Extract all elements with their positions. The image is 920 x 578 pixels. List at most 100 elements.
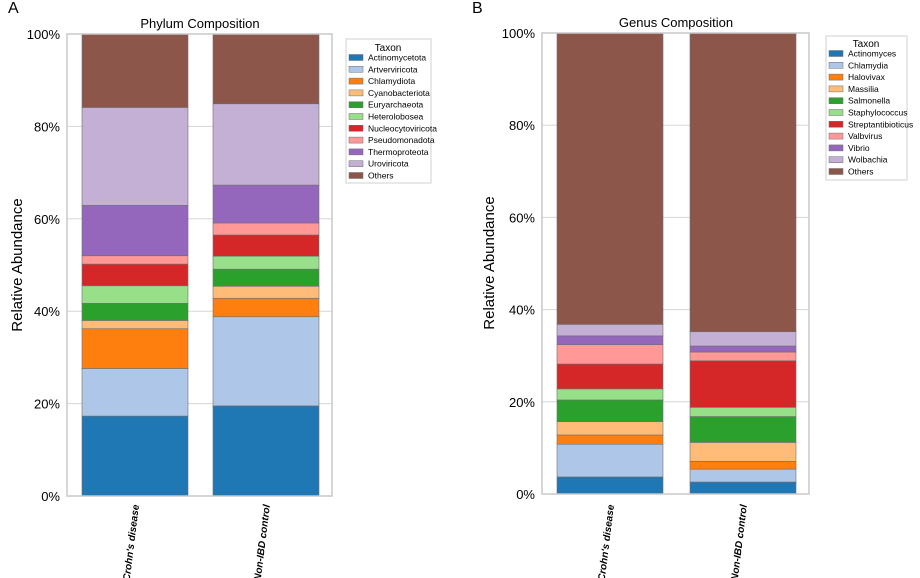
panel-b-legend-swatch [828,132,844,140]
panel-b-bar-crohn-s-disease-streptantibioticus [556,363,664,390]
panel-b-legend-label: Chlamydia [848,60,888,70]
panel-a-legend-label: Heterolobosea [368,112,424,122]
panel-a-bar-non-ibd-control-nucleocytoviricota [212,234,320,257]
panel-a-y-tick-label: 100% [27,27,61,42]
panel-a-bar-non-ibd-control-actinomycetota [212,405,320,497]
panel-a-bar-crohn-s-disease-cyanobacteriota [81,320,189,330]
panel-b-y-tick-label: 60% [509,210,535,225]
panel-a-legend-swatch [348,136,364,144]
panel-a-bar-non-ibd-control-pseudomonadota [212,222,320,236]
panel-b-bar-non-ibd-control-halovivax [689,460,797,470]
panel-a-bar-non-ibd-control-cyanobacteriota [212,285,320,299]
panel-b-bar-crohn-s-disease-actinomyces [556,476,664,495]
panel-b-legend-label: Staphylococcus [848,108,908,118]
panel-b-bar-non-ibd-control-chlamydia [689,468,797,483]
panel-a: A Phylum Composition Relative Abundance … [8,0,437,578]
panel-a-y-tick-label: 0% [41,489,60,504]
panel-b-letter: B [472,0,483,17]
panel-a-legend-swatch [348,148,364,156]
panel-b-legend-box [825,35,908,181]
panel-b-y-tick-label: 40% [509,303,535,318]
panel-b-bar-crohn-s-disease-vibrio [556,335,664,345]
panel-b-y-tick-label: 80% [509,118,535,133]
panel-a-legend-swatch [348,160,364,167]
panel-a-legend-swatch [348,77,364,85]
panel-a-legend-label: Actinomycetota [368,53,426,63]
panel-a-legend-label: Chlamydiota [368,76,416,86]
panel-a-y-axis-label: Relative Abundance [9,198,26,331]
panel-a-legend-swatch [348,172,364,179]
panel-a-legend-swatch [348,101,364,108]
panel-b-legend-title: Taxon [853,39,880,50]
panel-b-legend-swatch [828,73,844,81]
panel-b-bar-non-ibd-control-streptantibioticus [689,360,797,408]
panel-a-legend-swatch [348,66,364,73]
panel-b-legend-label: Streptantibioticus [848,119,913,129]
panel-b-legend-swatch [828,85,844,93]
panel-a-legend-label: Uroviricota [368,159,409,169]
panel-b-bar-crohn-s-disease-massilia [556,421,664,436]
panel-a-legend-label: Artverviricota [368,64,418,74]
panel-b-x-categories: Crohn's disease Non-IBD control [597,504,750,578]
panel-b-bar-non-ibd-control-vibrio [689,345,797,353]
panel-a-legend-label: Thermoproteota [368,147,429,157]
panel-b-bar-non-ibd-control-wolbachia [689,331,797,347]
panel-b-legend-label: Others [848,167,874,177]
panel-b-legend-swatch [828,109,844,116]
panel-a-legend-label: Cyanobacteriota [368,88,430,98]
panel-b-y-tick-label: 20% [509,395,535,410]
panel-a-legend-swatch [348,54,364,61]
panel-b-x-category-label: Crohn's disease [597,504,617,578]
panel-a-bar-non-ibd-control-uroviricota [212,103,320,186]
panel-a-y-ticks: 0% 20% 40% 60% 80% 100% [27,27,61,504]
panel-b-legend-swatch [828,62,844,69]
panel-a-bar-non-ibd-control-euryarchaeota [212,268,320,287]
panel-a-legend-swatch [348,89,364,97]
panel-b-legend-swatch [828,156,844,163]
panel-b-legend-label: Actinomyces [848,49,896,59]
panel-a-legend-label: Nucleocytoviricota [368,123,437,133]
panel-a-x-categories: Crohn's disease Non-IBD control [122,504,273,578]
panel-b-bar-crohn-s-disease-others [556,32,664,325]
panel-b-bars [556,32,797,495]
panel-b-y-axis-label: Relative Abundance [481,196,498,329]
panel-b-legend-swatch [828,168,844,175]
panel-a-bar-crohn-s-disease-actinomycetota [81,415,189,497]
panel-a-bar-non-ibd-control-others [212,33,320,105]
panel-b-plot-frame [541,32,810,495]
panel-b-bar-non-ibd-control-valbvirus [689,351,797,362]
panel-b-bar-crohn-s-disease-salmonella [556,399,664,422]
panel-b-bar-crohn-s-disease-wolbachia [556,324,664,337]
panel-a-y-tick-label: 60% [34,212,60,227]
panel-a-y-tick-label: 40% [34,304,60,319]
panel-a-bar-crohn-s-disease-pseudomonadota [81,255,189,265]
panel-a-legend-label: Euryarchaeota [368,100,424,110]
panel-b-legend-label: Halovivax [848,72,886,82]
panel-a-bar-non-ibd-control-artverviricota [212,316,320,407]
panel-a-bar-non-ibd-control-heterolobosea [212,255,320,270]
panel-b-legend-swatch [828,50,844,57]
panel-b-bar-crohn-s-disease-halovivax [556,434,664,445]
panel-b-legend-label: Valbvirus [848,131,882,141]
panel-b-y-tick-label: 0% [516,487,535,502]
panel-a-legend-swatch [348,113,364,120]
panel-a-y-tick-label: 20% [34,397,60,412]
panel-b-bar-crohn-s-disease-chlamydia [556,443,664,478]
panel-b-bar-non-ibd-control-actinomyces [689,481,797,495]
panel-a-bar-crohn-s-disease-chlamydiota [81,328,189,369]
panel-b-legend-swatch [828,144,844,152]
panel-a-legend-box [345,38,432,184]
panel-b-bar-non-ibd-control-others [689,32,797,333]
panel-b-bar-non-ibd-control-salmonella [689,416,797,443]
panel-b-bar-crohn-s-disease-staphylococcus [556,388,664,401]
panel-b-legend-label: Wolbachia [848,155,888,165]
panel-a-bar-crohn-s-disease-uroviricota [81,107,189,206]
panel-a-bar-non-ibd-control-thermoproteota [212,184,320,224]
panel-a-bars [81,33,320,497]
panel-a-letter: A [8,0,19,17]
